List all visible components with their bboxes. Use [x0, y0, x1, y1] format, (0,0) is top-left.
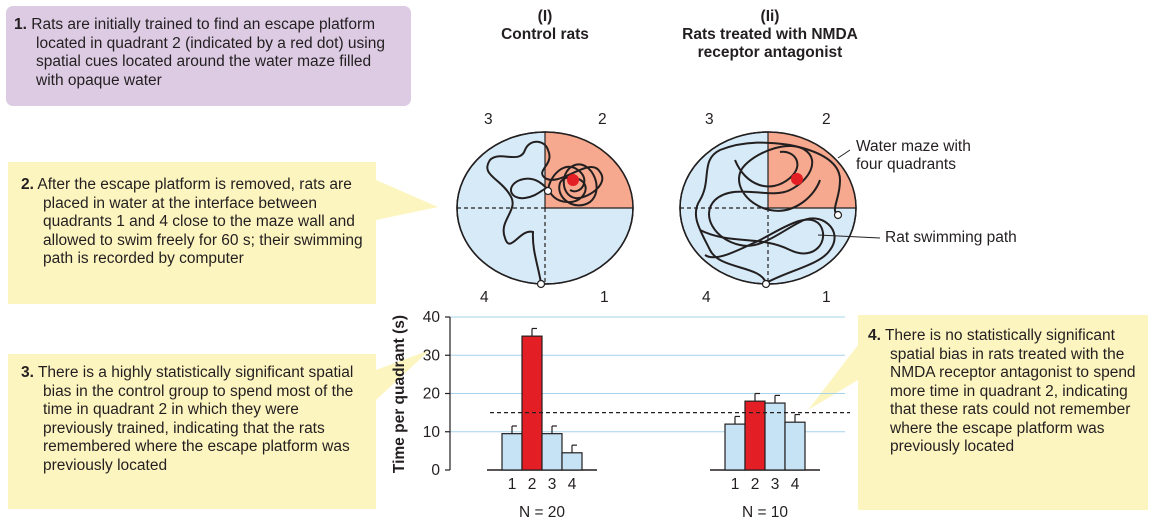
chart-gridlines [450, 316, 845, 433]
chart-y-label: Time per quadrant (s) [391, 315, 408, 473]
chart-group-labels: N = 20 N = 10 [519, 504, 788, 521]
path-end-marker [543, 186, 553, 196]
x-tick-label: 2 [528, 476, 537, 493]
note-text: There is a highly statistically signific… [37, 364, 354, 474]
note-text: Rats are initially trained to find an es… [31, 16, 385, 89]
path-end-marker [833, 210, 843, 220]
group-label: N = 20 [519, 504, 565, 521]
maze-nmda [679, 131, 857, 289]
maze-label: Water maze with four quadrants [856, 138, 971, 173]
y-tick-label: 40 [423, 309, 441, 326]
maze-nmda-q2: 2 [822, 111, 831, 128]
y-tick-label: 30 [423, 347, 441, 364]
maze-control-q3: 3 [484, 111, 493, 128]
panel-title-line1: Rats treated with NMDA [682, 26, 858, 43]
maze-control-q1: 1 [600, 289, 609, 306]
maze-leader-line [837, 149, 851, 159]
maze-nmda-q4: 4 [702, 289, 711, 306]
bar [784, 421, 806, 471]
note-step-4: 4. There is no statistically significant… [858, 315, 1148, 510]
chart-y-ticks: 0 10 20 30 40 [423, 309, 450, 479]
platform-marker [791, 173, 803, 185]
bar [541, 433, 563, 471]
panel-title-line2: receptor antagonist [697, 44, 843, 61]
y-tick-label: 10 [423, 424, 441, 441]
panel-title: Control rats [501, 26, 589, 43]
note-number: 1. [14, 16, 27, 33]
note-number: 3. [21, 364, 34, 381]
maze-control [456, 131, 634, 289]
bar [521, 335, 543, 471]
panel-nmda-title: (Ii) Rats treated with NMDA receptor ant… [655, 8, 885, 62]
maze-control-q2: 2 [598, 111, 607, 128]
platform-marker [567, 174, 579, 186]
x-tick-label: 3 [771, 476, 780, 493]
x-tick-label: 1 [508, 476, 517, 493]
bar [501, 433, 523, 471]
maze-nmda-q1: 1 [822, 289, 831, 306]
maze-nmda-q3: 3 [705, 111, 714, 128]
note-text: After the escape platform is removed, ra… [37, 176, 363, 267]
path-leader-line [817, 234, 881, 239]
path-start-marker [761, 279, 771, 289]
note-step-1: 1. Rats are initially trained to find an… [6, 6, 411, 106]
x-tick-label: 2 [751, 476, 760, 493]
callout-2-pointer [376, 180, 438, 220]
group-label: N = 10 [742, 504, 788, 521]
path-start-marker [536, 279, 546, 289]
x-tick-label: 4 [568, 476, 577, 493]
note-step-2: 2. After the escape platform is removed,… [8, 162, 376, 304]
callout-3-pointer [376, 350, 430, 400]
x-tick-label: 3 [548, 476, 557, 493]
x-tick-label: 4 [791, 476, 800, 493]
note-number: 4. [868, 327, 881, 344]
y-tick-label: 20 [423, 386, 441, 403]
x-tick-label: 1 [731, 476, 740, 493]
path-label: Rat swimming path [885, 229, 1017, 246]
note-text: There is no statistically significant sp… [884, 327, 1136, 455]
panel-control-title: (I) Control rats [470, 8, 620, 44]
bar [744, 400, 766, 471]
chart-bars [487, 327, 820, 471]
note-step-3: 3. There is a highly statistically signi… [8, 354, 376, 509]
panel-roman: (Ii) [760, 8, 780, 25]
note-number: 2. [21, 176, 34, 193]
bar [724, 423, 746, 471]
y-tick-label: 0 [431, 462, 440, 479]
maze-control-q4: 4 [480, 289, 489, 306]
bar [764, 402, 786, 471]
bar [561, 452, 583, 471]
panel-roman: (I) [537, 8, 553, 25]
